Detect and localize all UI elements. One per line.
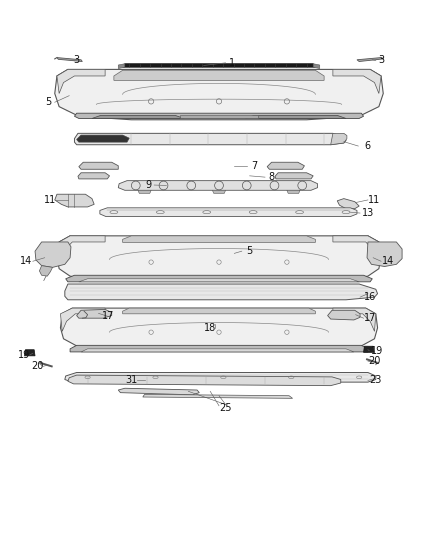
Polygon shape [118, 181, 318, 190]
Polygon shape [123, 236, 315, 243]
Polygon shape [70, 345, 368, 352]
Text: 20: 20 [31, 361, 43, 372]
Polygon shape [331, 133, 347, 145]
Polygon shape [100, 208, 357, 216]
Text: 9: 9 [146, 180, 152, 190]
Polygon shape [267, 162, 304, 169]
Text: 17: 17 [364, 313, 376, 323]
Polygon shape [287, 190, 300, 193]
Polygon shape [39, 265, 53, 276]
Polygon shape [123, 308, 315, 314]
Polygon shape [60, 308, 378, 351]
Polygon shape [77, 310, 112, 318]
Polygon shape [245, 115, 346, 118]
Polygon shape [275, 173, 313, 179]
Text: 13: 13 [362, 208, 374, 218]
Polygon shape [313, 64, 320, 69]
Polygon shape [118, 64, 125, 69]
Polygon shape [364, 346, 374, 352]
Polygon shape [118, 388, 199, 395]
Text: 5: 5 [247, 246, 253, 256]
Text: 11: 11 [368, 195, 381, 205]
Polygon shape [123, 64, 315, 67]
Polygon shape [333, 236, 379, 262]
Polygon shape [212, 190, 226, 193]
Polygon shape [77, 135, 129, 142]
Polygon shape [35, 242, 71, 268]
Polygon shape [57, 69, 105, 93]
Text: 16: 16 [364, 292, 376, 302]
Polygon shape [333, 69, 381, 93]
Polygon shape [180, 115, 258, 118]
Polygon shape [57, 236, 381, 280]
Polygon shape [328, 310, 360, 320]
Text: 14: 14 [381, 256, 394, 266]
Polygon shape [333, 308, 376, 332]
Polygon shape [79, 279, 359, 282]
Polygon shape [65, 373, 376, 382]
Polygon shape [114, 70, 324, 80]
Polygon shape [74, 133, 346, 145]
Polygon shape [55, 69, 383, 120]
Polygon shape [81, 349, 354, 352]
Text: 17: 17 [102, 311, 115, 320]
Text: 20: 20 [368, 356, 381, 366]
Polygon shape [66, 275, 372, 282]
Polygon shape [68, 375, 341, 386]
Text: 18: 18 [204, 323, 216, 333]
Polygon shape [78, 173, 110, 179]
Polygon shape [57, 58, 82, 61]
Text: 3: 3 [378, 55, 384, 65]
Polygon shape [79, 162, 118, 169]
Polygon shape [337, 199, 359, 209]
Text: 19: 19 [371, 345, 383, 356]
Polygon shape [143, 394, 293, 398]
Polygon shape [92, 115, 184, 118]
Text: 11: 11 [44, 195, 57, 205]
Text: 8: 8 [268, 172, 275, 182]
Polygon shape [138, 190, 151, 193]
Text: 23: 23 [370, 375, 382, 385]
Text: 5: 5 [45, 97, 51, 107]
Polygon shape [60, 308, 105, 332]
Text: 7: 7 [251, 161, 257, 171]
Text: 6: 6 [365, 141, 371, 151]
Polygon shape [74, 113, 364, 118]
Text: 14: 14 [20, 256, 32, 266]
Text: 3: 3 [74, 55, 80, 65]
Text: 25: 25 [219, 402, 232, 413]
Polygon shape [367, 242, 402, 266]
Text: 31: 31 [125, 375, 138, 385]
Polygon shape [59, 236, 105, 262]
Text: 1: 1 [229, 58, 235, 68]
Polygon shape [25, 350, 35, 356]
Polygon shape [357, 58, 383, 61]
Polygon shape [55, 194, 94, 207]
Polygon shape [65, 284, 378, 300]
Text: 19: 19 [18, 350, 30, 360]
